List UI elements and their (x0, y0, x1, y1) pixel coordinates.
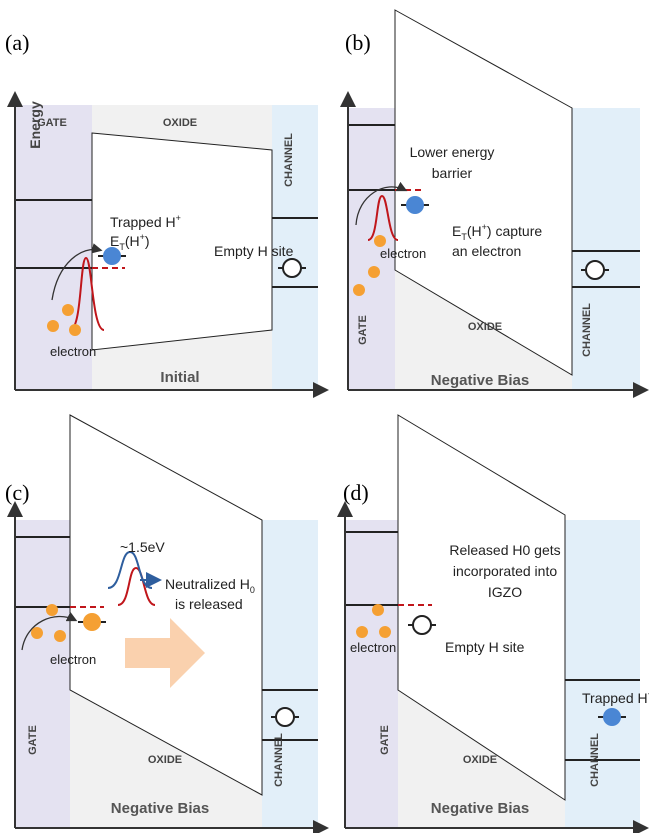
annotation: incorporated into (453, 563, 558, 579)
text-run: IGZO (488, 584, 522, 600)
hydrogen-ion (406, 196, 424, 214)
empty-site (276, 708, 294, 726)
superscript: + (176, 213, 181, 223)
annotation: Trapped H+ (582, 689, 649, 706)
electron (368, 266, 380, 278)
annotation: ~1.5eV (120, 539, 165, 555)
text-run: (H (125, 233, 140, 249)
hydrogen-ion (603, 708, 621, 726)
bias-label: Initial (160, 369, 199, 386)
channel-region (565, 520, 640, 828)
oxide-label: OXIDE (468, 321, 502, 333)
electron-label: electron (50, 344, 96, 359)
electron (379, 626, 391, 638)
text-run: ) (145, 233, 150, 249)
text-run: Empty H site (445, 639, 525, 655)
gate-label: GATE (27, 725, 39, 755)
bias-label: Negative Bias (431, 372, 529, 389)
panel-label: (b) (345, 30, 371, 55)
electron (356, 626, 368, 638)
electron (62, 304, 74, 316)
gate-region (15, 520, 70, 828)
gate-region (345, 520, 398, 828)
annotation: Lower energy (410, 144, 495, 160)
channel-label: CHANNEL (283, 133, 295, 187)
empty-site (586, 261, 604, 279)
electron-label: electron (380, 246, 426, 261)
electron (31, 627, 43, 639)
text-run: (H (467, 223, 482, 239)
electron-label: electron (50, 652, 96, 667)
text-run: an electron (452, 243, 521, 259)
oxide-label: OXIDE (463, 754, 497, 766)
gate-label: GATE (379, 725, 391, 755)
bias-label: Negative Bias (431, 800, 529, 817)
diagram: (a) electron GATE OXIDE CHANNEL Initial Trappe… (0, 0, 649, 833)
text-run: E (110, 233, 119, 249)
text-run: incorporated into (453, 563, 558, 579)
text-run: ~1.5eV (120, 539, 165, 555)
electron (46, 604, 58, 616)
annotation: an electron (452, 243, 521, 259)
text-run: Released H0 gets (449, 542, 560, 558)
oxide-label: OXIDE (163, 117, 197, 129)
text-run: E (452, 223, 461, 239)
annotation: is released (175, 596, 243, 612)
text-run: ) capture (487, 223, 542, 239)
text-run: Empty H site (214, 243, 294, 259)
annotation: Trapped H+ (110, 213, 181, 230)
electron (372, 604, 384, 616)
text-run: is released (175, 596, 243, 612)
text-run: Trapped H (110, 214, 176, 230)
channel-region (262, 520, 318, 828)
panel-label: (c) (5, 480, 29, 505)
electron (353, 284, 365, 296)
hydrogen-ion (103, 247, 121, 265)
bias-label: Negative Bias (111, 800, 209, 817)
channel-label: CHANNEL (581, 303, 593, 357)
channel-label: CHANNEL (273, 733, 285, 787)
oxide-label: OXIDE (148, 754, 182, 766)
subscript: 0 (250, 585, 255, 595)
electron (69, 324, 81, 336)
gate-label: GATE (357, 315, 369, 345)
hydrogen-ion (83, 613, 101, 631)
annotation: Released H0 gets (449, 542, 560, 558)
annotation: Empty H site (445, 639, 525, 655)
text-run: Neutralized H (165, 576, 250, 592)
electron (47, 320, 59, 332)
annotation: Empty H site (214, 243, 294, 259)
panel-label: (a) (5, 30, 29, 55)
annotation: IGZO (488, 584, 522, 600)
text-run: barrier (432, 165, 473, 181)
channel-label: CHANNEL (589, 733, 601, 787)
empty-site (283, 259, 301, 277)
annotation: barrier (432, 165, 473, 181)
axis-label: Energy (27, 101, 43, 149)
text-run: Trapped H (582, 690, 648, 706)
electron-label: electron (350, 640, 396, 655)
empty-site (413, 616, 431, 634)
electron (54, 630, 66, 642)
text-run: Lower energy (410, 144, 495, 160)
panel-label: (d) (343, 480, 369, 505)
